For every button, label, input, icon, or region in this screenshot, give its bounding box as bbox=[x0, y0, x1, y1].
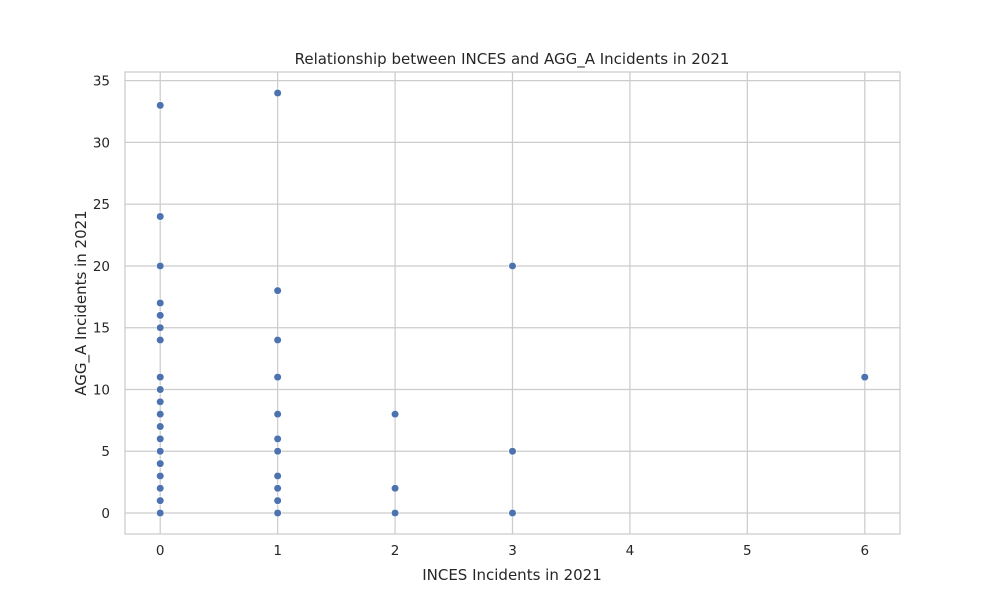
data-point bbox=[273, 484, 282, 493]
data-point bbox=[156, 397, 165, 406]
data-point bbox=[156, 434, 165, 443]
data-point bbox=[156, 410, 165, 419]
data-point bbox=[156, 311, 165, 320]
data-point bbox=[156, 101, 165, 110]
data-point bbox=[156, 471, 165, 481]
y-tick-label: 35 bbox=[93, 74, 110, 90]
data-point bbox=[273, 286, 282, 295]
data-point bbox=[273, 496, 282, 505]
y-tick-labels: 0 5 10 15 20 25 30 35 bbox=[93, 74, 110, 522]
x-tick-labels: 0 1 2 3 4 5 6 bbox=[156, 543, 869, 559]
x-tick-label: 6 bbox=[860, 543, 869, 559]
x-tick-label: 2 bbox=[391, 543, 400, 559]
x-tick-label: 5 bbox=[743, 543, 752, 559]
data-point bbox=[273, 508, 282, 518]
y-tick-label: 10 bbox=[93, 382, 110, 398]
y-tick-label: 15 bbox=[93, 321, 110, 337]
x-tick-label: 1 bbox=[273, 543, 282, 559]
x-tick-label: 4 bbox=[626, 543, 635, 559]
y-tick-label: 0 bbox=[101, 506, 110, 522]
data-point bbox=[508, 447, 517, 456]
data-point bbox=[156, 261, 165, 271]
chart-title: Relationship between INCES and AGG_A Inc… bbox=[295, 50, 730, 69]
data-point bbox=[156, 373, 165, 382]
y-tick-label: 30 bbox=[93, 135, 110, 151]
y-axis-label: AGG_A Incidents in 2021 bbox=[72, 210, 91, 395]
data-point bbox=[156, 298, 165, 308]
data-point bbox=[273, 373, 282, 382]
data-point bbox=[390, 508, 400, 518]
x-tick-label: 0 bbox=[156, 543, 165, 559]
data-point bbox=[156, 385, 165, 394]
data-point bbox=[156, 484, 165, 493]
data-point bbox=[156, 447, 165, 456]
data-point bbox=[508, 508, 517, 518]
data-point bbox=[156, 496, 165, 505]
data-point bbox=[156, 212, 165, 221]
data-point bbox=[273, 434, 282, 443]
x-tick-label: 3 bbox=[508, 543, 517, 559]
data-point bbox=[156, 422, 165, 431]
data-point bbox=[156, 459, 165, 468]
y-tick-label: 20 bbox=[93, 259, 110, 275]
plot-frame bbox=[124, 71, 901, 535]
data-point bbox=[860, 373, 869, 382]
data-point bbox=[273, 471, 282, 481]
gridlines bbox=[125, 72, 900, 534]
data-point bbox=[156, 335, 165, 345]
data-point bbox=[273, 335, 282, 345]
data-point bbox=[156, 508, 165, 518]
y-tick-label: 25 bbox=[93, 197, 110, 213]
data-point bbox=[390, 410, 400, 419]
data-points bbox=[156, 88, 869, 518]
data-point bbox=[390, 484, 400, 493]
data-point bbox=[273, 410, 282, 419]
data-point bbox=[508, 261, 517, 271]
data-point bbox=[273, 88, 282, 98]
y-tick-label: 5 bbox=[101, 444, 110, 460]
x-axis-label: INCES Incidents in 2021 bbox=[422, 566, 602, 584]
data-point bbox=[273, 447, 282, 456]
data-point bbox=[156, 323, 165, 332]
